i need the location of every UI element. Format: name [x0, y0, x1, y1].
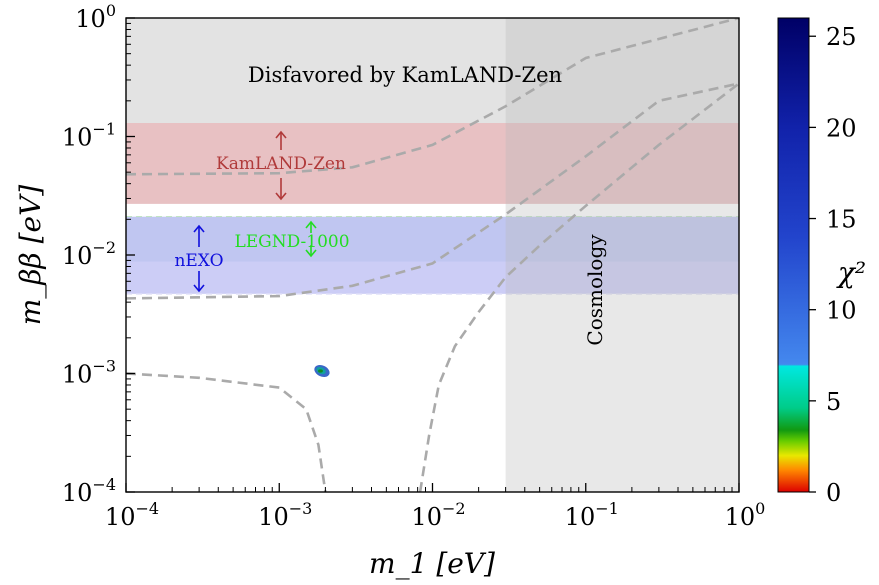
y-axis-ticks: 10−4 10−3 10−2 10−1 100 — [62, 1, 135, 507]
legend-1000-label: LEGND-1000 — [234, 232, 349, 252]
svg-text:m_1 [eV]: m_1 [eV] — [369, 547, 495, 580]
svg-text:m_ββ [eV]: m_ββ [eV] — [14, 185, 47, 326]
y-tick-label: 10−4 — [62, 475, 116, 507]
x-axis-label-text: m_1 [eV] — [369, 547, 495, 580]
x-tick-label: 10−2 — [411, 499, 465, 531]
y-axis-label: m_ββ [eV] — [14, 185, 47, 326]
colorbar-tick-label: 0 — [826, 479, 841, 507]
nexo-down-arrow — [193, 271, 205, 293]
shaded-regions — [126, 18, 739, 492]
x-tick-label: 100 — [725, 499, 766, 531]
best-fit-region — [314, 364, 330, 378]
legend-1000-down-arrow — [305, 245, 317, 258]
colorbar-tick-label: 10 — [826, 297, 857, 325]
x-axis-label: m_1 [eV] — [369, 547, 495, 580]
dashed-curve-3 — [126, 372, 327, 492]
dashed-curves — [126, 18, 739, 492]
dashed-curve-2 — [126, 82, 739, 300]
disfavored-label: Disfavored by KamLAND-Zen — [248, 63, 562, 87]
y-tick-label: 10−2 — [62, 238, 116, 270]
x-tick-label: 10−4 — [105, 499, 159, 531]
cosmology-label: Cosmology — [583, 234, 607, 346]
colorbar-label: χ² — [836, 256, 866, 289]
colorbar-tick-label: 5 — [826, 388, 841, 416]
y-tick-label: 10−1 — [62, 120, 116, 152]
x-tick-label: 10−3 — [258, 499, 312, 531]
colorbar-tick-label: 20 — [826, 114, 857, 142]
nexo-label: nEXO — [174, 251, 223, 271]
best-fit-contour-inner — [318, 369, 323, 373]
nexo-up-arrow — [193, 224, 205, 247]
y-axis-label-text: m_ββ [eV] — [14, 185, 47, 326]
dashed-curve-4 — [418, 82, 739, 492]
nexo-band — [126, 216, 739, 294]
colorbar-ticks: 0 5 10 15 20 25 — [809, 23, 857, 507]
kamland-zen-down-arrow — [275, 178, 287, 201]
y-tick-label: 10−3 — [62, 357, 116, 389]
colorbar-tick-label: 25 — [826, 23, 857, 51]
x-axis-ticks: 10−4 10−3 10−2 10−1 100 — [105, 483, 765, 531]
colorbar: 0 5 10 15 20 25 χ² — [777, 17, 866, 507]
kamland-zen-band — [126, 122, 739, 204]
dashed-curve-1 — [126, 18, 739, 176]
y-tick-label: 100 — [75, 1, 116, 33]
x-tick-label: 10−1 — [565, 499, 619, 531]
disfavored-region — [126, 18, 739, 123]
kamland-zen-up-arrow — [275, 130, 287, 150]
cosmology-region — [505, 18, 739, 492]
colorbar-tick-label: 15 — [826, 206, 857, 234]
legend-1000-up-arrow — [305, 220, 317, 233]
annotations: Disfavored by KamLAND-Zen KamLAND-Zen LEGN… — [174, 63, 607, 346]
colorbar-gradient — [777, 17, 810, 493]
kamland-zen-label: KamLAND-Zen — [216, 154, 346, 174]
